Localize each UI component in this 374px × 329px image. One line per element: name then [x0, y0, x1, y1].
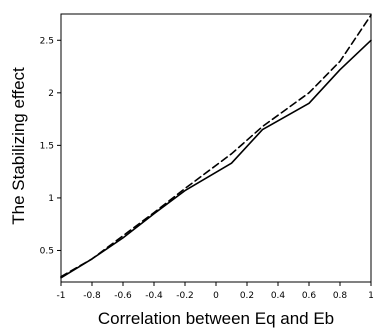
x-tick-label: -0.4	[145, 291, 163, 301]
x-tick-label: -0.6	[114, 291, 132, 301]
y-tick-label: 1	[48, 194, 54, 204]
y-tick-label: 2	[48, 89, 54, 99]
series-dashed-line	[60, 14, 372, 278]
x-tick-label: 1	[368, 291, 374, 301]
x-tick-label: 0.6	[302, 291, 317, 301]
x-tick-label: 0	[213, 291, 219, 301]
x-tick-label: 0.8	[333, 291, 348, 301]
y-tick-label: 1.5	[40, 141, 54, 151]
y-axis-label: The Stabilizing effect	[9, 67, 28, 225]
plot-frame	[60, 13, 372, 283]
series-layer	[60, 14, 372, 279]
x-axis-label: Correlation between Eq and Eb	[98, 309, 334, 328]
plot-area	[60, 13, 372, 283]
y-tick-label: 2.5	[40, 36, 54, 46]
x-tick-label: -0.2	[176, 291, 194, 301]
series-solid-line	[60, 39, 372, 279]
y-axis-ticks: 0.5 1 1.5 2 2.5	[40, 36, 61, 256]
x-tick-label: 0.2	[240, 291, 254, 301]
x-axis-ticks: -1 -0.8 -0.6 -0.4 -0.2 0 0.2 0.4 0.6 0.8 1	[57, 282, 374, 301]
x-tick-label: 0.4	[271, 291, 286, 301]
x-tick-label: -1	[57, 291, 66, 301]
y-tick-label: 0.5	[40, 246, 54, 256]
x-tick-label: -0.8	[83, 291, 101, 301]
